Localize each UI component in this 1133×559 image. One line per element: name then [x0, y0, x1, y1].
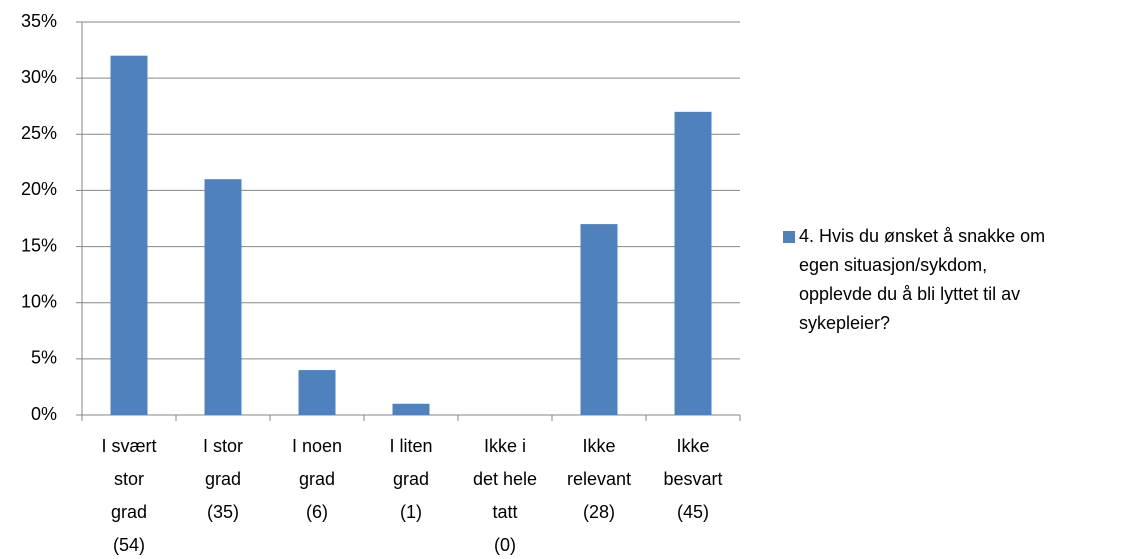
- y-tick-label: 25%: [21, 123, 57, 143]
- y-tick-label: 30%: [21, 67, 57, 87]
- y-tick-label: 35%: [21, 11, 57, 31]
- bar: [204, 179, 242, 415]
- x-tick-label: I noen grad (6): [291, 436, 343, 522]
- x-tick-label: I liten grad (1): [389, 436, 433, 522]
- y-tick-label: 0%: [31, 404, 57, 424]
- bar: [298, 370, 336, 415]
- bar: [110, 55, 148, 415]
- legend-key: [783, 231, 795, 243]
- x-tick-label: Ikke i det hele tatt (0): [472, 436, 538, 555]
- bar: [580, 224, 618, 415]
- x-tick-label: Ikke besvart (45): [663, 436, 723, 522]
- legend-label: 4. Hvis du ønsket å snakke om egen situa…: [799, 226, 1046, 333]
- bar: [392, 403, 430, 415]
- bar: [674, 111, 712, 415]
- x-tick-label: I stor grad (35): [202, 436, 243, 522]
- x-tick-label: I svært stor grad (54): [101, 436, 157, 555]
- y-tick-label: 20%: [21, 179, 57, 199]
- y-tick-label: 10%: [21, 291, 57, 311]
- y-tick-label: 5%: [31, 348, 57, 368]
- y-tick-label: 15%: [21, 235, 57, 255]
- x-tick-label: Ikke relevant (28): [566, 436, 632, 522]
